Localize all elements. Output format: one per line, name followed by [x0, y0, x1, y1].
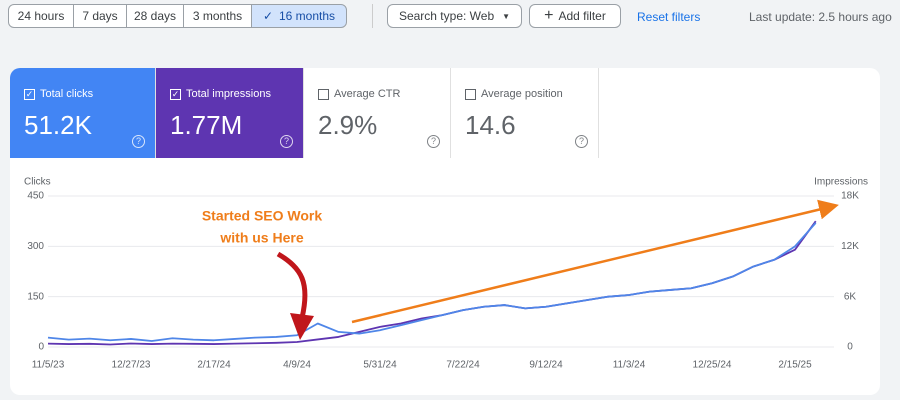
- y-axis-title: Clicks: [24, 177, 51, 188]
- y2-tick-label: 6K: [844, 291, 857, 302]
- metric-label: Average position: [465, 88, 598, 100]
- x-tick-label: 11/3/24: [613, 360, 646, 371]
- date-range-button[interactable]: 3 months: [183, 4, 252, 28]
- x-tick-label: 11/5/23: [32, 360, 65, 371]
- date-range-text: 16 months: [279, 9, 336, 23]
- x-tick-label: 9/12/24: [529, 360, 563, 371]
- y-tick-label: 450: [27, 191, 44, 202]
- help-icon: ?: [427, 135, 440, 148]
- checkbox: [318, 88, 329, 100]
- y2-tick-label: 12K: [841, 241, 859, 252]
- annotation-arrowhead: [290, 313, 314, 340]
- series-line: [47, 220, 817, 346]
- reset-filters-link[interactable]: Reset filters: [637, 10, 701, 24]
- x-tick-label: 12/27/23: [112, 360, 151, 371]
- y-tick-label: 0: [38, 342, 44, 353]
- x-tick-label: 7/22/24: [446, 360, 480, 371]
- x-tick-label: 12/25/24: [693, 360, 732, 371]
- check-icon: ✓: [262, 9, 273, 23]
- metric-value: 51.2K: [24, 110, 92, 140]
- x-tick-label: 5/31/24: [363, 360, 397, 371]
- series-line: [47, 222, 817, 342]
- checkbox: ✓: [170, 88, 181, 100]
- metric-value: 2.9%: [318, 110, 378, 140]
- search-type-text: Search type: Web: [398, 9, 495, 23]
- metric-label-text: Total clicks: [40, 88, 94, 100]
- date-range-text: 3 months: [192, 9, 243, 23]
- checkbox: [465, 88, 476, 100]
- add-filter-button[interactable]: + Add filter: [529, 4, 621, 28]
- date-range-text: 28 days: [133, 9, 177, 23]
- metric-tile[interactable]: Average CTR 2.9%?: [304, 68, 451, 158]
- help-icon: ?: [575, 135, 588, 148]
- date-range-button[interactable]: 24 hours: [8, 4, 74, 28]
- metric-value: 1.77M: [170, 110, 243, 140]
- date-range-button[interactable]: 28 days: [126, 4, 184, 28]
- metric-label-text: Average CTR: [334, 88, 401, 100]
- performance-card: ✓ Total clicks 51.2K? ✓ Total impressions 1.7…: [10, 68, 880, 395]
- metric-label: ✓ Total impressions: [170, 88, 303, 100]
- y-tick-label: 300: [27, 241, 44, 252]
- date-range-button[interactable]: ✓ 16 months: [251, 4, 347, 28]
- annotation-arrow: [276, 251, 308, 319]
- annotation-text: Started SEO Work: [202, 208, 323, 224]
- y2-axis-title: Impressions: [814, 177, 868, 188]
- metric-tile[interactable]: ✓ Total impressions 1.77M?: [156, 68, 304, 158]
- metric-label: ✓ Total clicks: [24, 88, 155, 100]
- metric-tile[interactable]: ✓ Total clicks 51.2K?: [10, 68, 156, 158]
- metric-label-text: Total impressions: [186, 88, 271, 100]
- x-tick-label: 2/15/25: [778, 360, 812, 371]
- date-range-button[interactable]: 7 days: [73, 4, 127, 28]
- y2-tick-label: 18K: [841, 191, 859, 202]
- y-tick-label: 150: [27, 291, 44, 302]
- date-range-text: 7 days: [82, 9, 118, 23]
- metric-label-text: Average position: [481, 88, 563, 100]
- help-icon: ?: [132, 135, 145, 148]
- help-icon: ?: [280, 135, 293, 148]
- date-range-text: 24 hours: [17, 9, 65, 23]
- last-update-text: Last update: 2.5 hours ago: [749, 10, 892, 24]
- trend-arrow: [351, 199, 839, 324]
- metric-tile[interactable]: Average position 14.6?: [451, 68, 599, 158]
- x-tick-label: 4/9/24: [283, 360, 311, 371]
- metric-label: Average CTR: [318, 88, 450, 100]
- add-filter-text: Add filter: [558, 9, 606, 23]
- chart: Clicks Impressions 0 150 300 450 0 6K 12K 18K 11/5…: [24, 177, 868, 371]
- metric-value: 14.6: [465, 110, 516, 140]
- y2-tick-label: 0: [847, 342, 853, 353]
- checkbox: ✓: [24, 88, 35, 100]
- annotation-text: with us Here: [219, 230, 303, 246]
- divider: [372, 4, 373, 28]
- search-type-button[interactable]: Search type: Web ▼: [387, 4, 522, 28]
- x-tick-label: 2/17/24: [197, 360, 231, 371]
